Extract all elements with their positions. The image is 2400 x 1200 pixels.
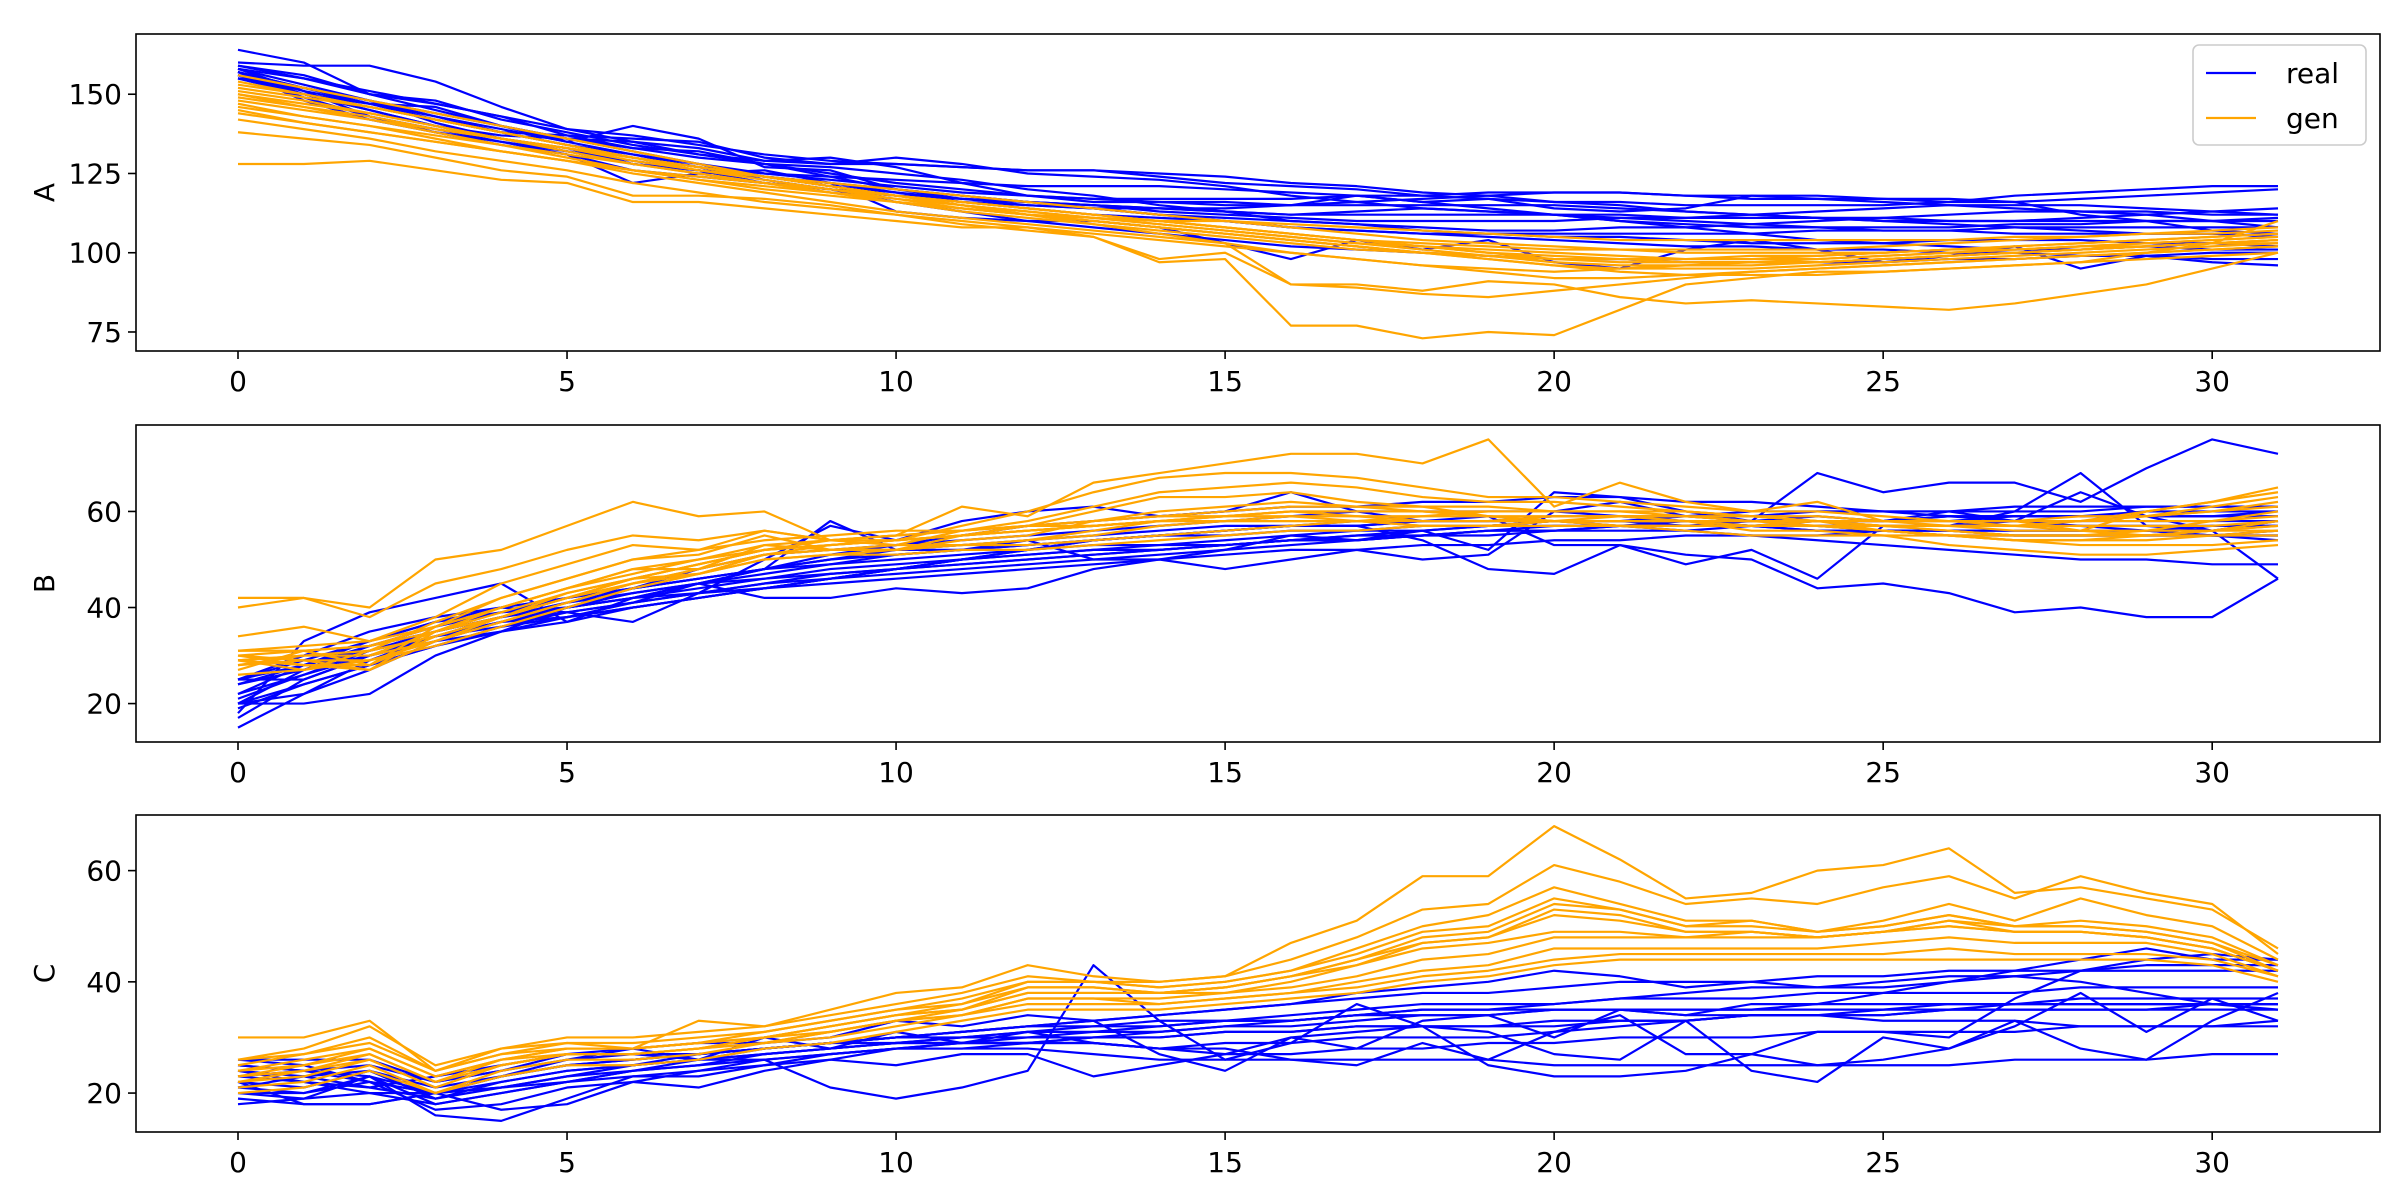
x-tick-label: 30 [2194,1146,2230,1179]
x-tick-label: 15 [1207,756,1243,789]
x-tick-label: 5 [558,1146,576,1179]
series-group-B [237,438,2279,729]
real-series-line-8 [237,70,2279,235]
x-tick-label: 20 [1536,1146,1572,1179]
y-tick-label: 150 [69,78,122,111]
real-series-line-12 [237,515,2278,705]
real-series-line-14 [237,74,2278,216]
x-tick-label: 0 [229,1146,247,1179]
x-tick-label: 10 [878,756,914,789]
y-tick-label: 100 [69,237,122,270]
axes-frame-C [135,814,2381,1133]
gen-series-line-5 [237,99,2279,242]
gen-series-line-14 [237,510,2279,667]
x-tick-label: 20 [1536,365,1572,398]
legend: real gen [2192,44,2367,146]
real-series-line-15 [237,64,2279,238]
y-tick-label: 40 [86,966,122,999]
gen-series-line-15 [237,112,2279,264]
gen-series-line-2 [237,863,2279,1067]
series-group-A [237,48,2279,340]
y-tick-label: 125 [69,157,122,190]
y-tick-label: 60 [86,495,122,528]
x-tick-label: 30 [2194,756,2230,789]
x-tick-label: 0 [229,756,247,789]
y-axis-label: B [28,574,61,593]
x-tick-label: 10 [878,365,914,398]
x-tick-label: 15 [1207,1146,1243,1179]
gen-series-line-16 [237,93,2279,311]
axes-frame-A [135,33,2381,352]
x-tick-label: 15 [1207,365,1243,398]
real-series-line-6 [237,64,2279,232]
gen-series-line-14 [237,105,2279,270]
y-tick-label: 20 [86,688,122,721]
axes-frame-B [135,424,2381,743]
gen-series-line-9 [237,131,2279,299]
y-tick-label: 20 [86,1077,122,1110]
gen-series-line-10 [237,958,2279,1095]
x-tick-label: 5 [558,756,576,789]
x-tick-label: 0 [229,365,247,398]
x-tick-label: 25 [1865,756,1901,789]
y-tick-label: 40 [86,592,122,625]
real-series-line-12 [237,986,2278,1100]
subplot-B: 0 5 10 15 20 25 30 20 40 60 B [28,424,2381,789]
x-tick-label: 10 [878,1146,914,1179]
gen-series-line-12 [237,914,2279,1089]
legend-label-real: real [2286,57,2339,90]
y-axis-label: A [28,183,61,202]
x-tick-label: 20 [1536,756,1572,789]
real-series-line-3 [237,1047,2278,1111]
y-tick-label: 60 [86,855,122,888]
subplot-C: 0 5 10 15 20 25 30 20 40 60 C [28,814,2381,1179]
gen-series-line-11 [237,897,2279,1072]
legend-label-gen: gen [2286,102,2339,135]
x-tick-label: 25 [1865,365,1901,398]
x-tick-label: 30 [2194,365,2230,398]
series-group-C [237,825,2279,1122]
gen-series-line-16 [237,491,2279,672]
real-series-line-15 [237,1019,2279,1100]
y-axis-label: C [28,964,61,984]
legend-frame [2192,44,2367,146]
x-tick-label: 5 [558,365,576,398]
x-tick-label: 25 [1865,1146,1901,1179]
real-series-line-2 [238,991,2279,1111]
y-tick-label: 75 [86,316,122,349]
